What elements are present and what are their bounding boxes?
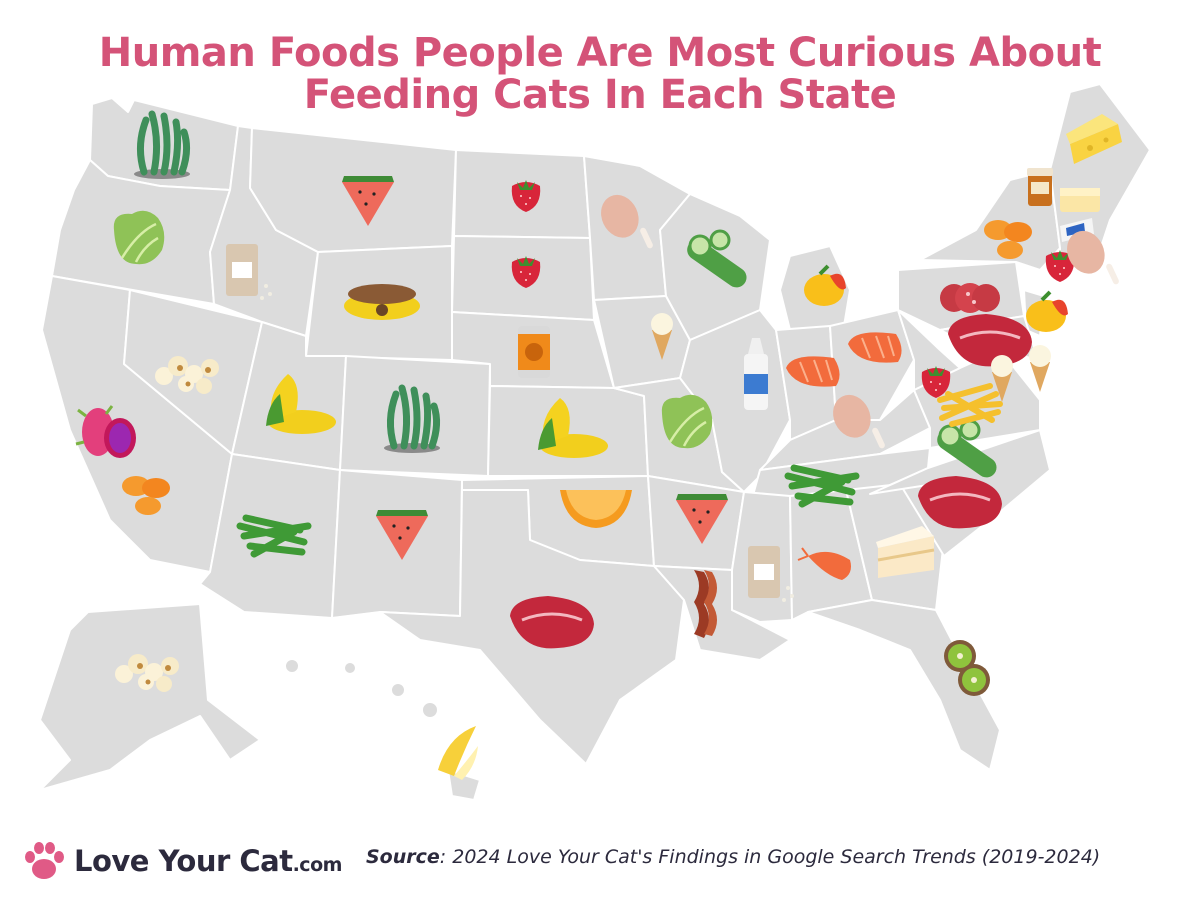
- state-hawaii: [447, 769, 481, 801]
- title-line-1: Human Foods People Are Most Curious Abou…: [98, 30, 1102, 76]
- ice-cream-icon: [1029, 345, 1051, 392]
- paw-icon: [25, 842, 64, 879]
- brand-domain: .com: [292, 854, 343, 876]
- brand-logo: Love Your Cat.com: [22, 836, 342, 886]
- salami-icon: [940, 283, 1000, 313]
- page-title: Human Foods People Are Most Curious Abou…: [0, 32, 1200, 116]
- lettuce-icon: [112, 209, 166, 266]
- peanut-butter-jar-icon: [1027, 168, 1053, 206]
- brand-name: Love Your Cat.com: [74, 844, 342, 878]
- cat-food-bowl-icon: [344, 284, 420, 320]
- pumpkin-can-icon: [518, 326, 550, 378]
- lettuce-icon: [660, 393, 714, 450]
- title-line-2: Feeding Cats In Each State: [303, 72, 897, 118]
- butter-icon: [1060, 188, 1100, 212]
- source-label: Source: [366, 846, 440, 868]
- banana-icon: [438, 726, 478, 780]
- source-text: : 2024 Love Your Cat's Findings in Googl…: [439, 846, 1101, 868]
- source-note: Source: 2024 Love Your Cat's Findings in…: [366, 846, 1100, 868]
- state-alaska: [39, 603, 261, 791]
